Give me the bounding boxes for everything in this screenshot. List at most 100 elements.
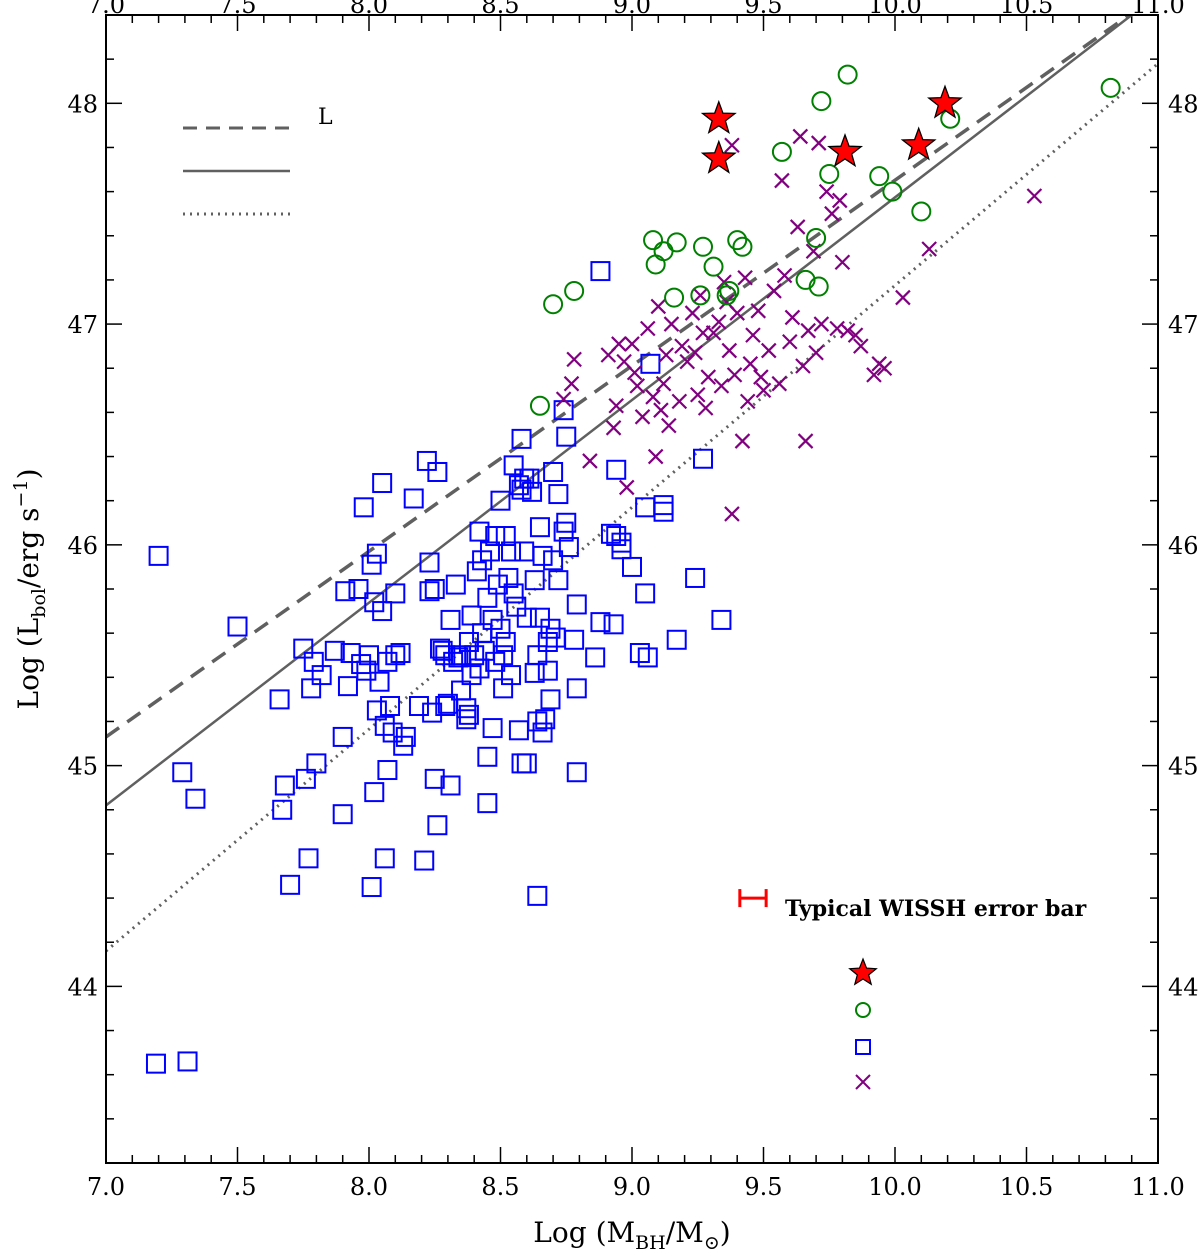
square-marker <box>566 594 587 615</box>
square-marker <box>532 545 553 566</box>
square-marker <box>280 874 301 895</box>
square-marker <box>369 671 390 692</box>
square-marker <box>635 583 656 604</box>
cross-marker <box>771 375 788 392</box>
y-tick-label-right: 46 <box>1168 532 1199 560</box>
y-tick-label-right: 45 <box>1168 753 1199 781</box>
square-marker <box>635 497 656 518</box>
square-marker <box>666 629 687 650</box>
key-square-marker <box>855 1039 871 1055</box>
cross-marker <box>808 344 824 361</box>
square-marker <box>172 762 193 783</box>
square-marker <box>385 645 406 666</box>
square-marker <box>293 638 314 659</box>
cross-marker <box>792 128 809 145</box>
circle-marker <box>653 241 674 262</box>
square-marker <box>443 651 464 672</box>
reference-lines <box>106 15 1158 953</box>
square-marker <box>274 775 295 796</box>
square-marker <box>535 709 556 730</box>
square-marker <box>653 495 674 516</box>
y-tick-label-left: 45 <box>67 753 98 781</box>
key-circle-marker <box>855 1002 871 1018</box>
circle-marker <box>666 232 687 253</box>
x-tick-label-top: 7.5 <box>218 0 256 19</box>
circle-marker <box>693 236 714 257</box>
square-marker <box>414 850 435 871</box>
square-marker <box>516 607 537 628</box>
square-marker <box>519 468 540 489</box>
cross-marker <box>921 241 937 257</box>
square-marker <box>440 775 461 796</box>
square-marker <box>227 616 248 637</box>
square-marker <box>603 614 624 635</box>
reference-line-dotted <box>106 62 1158 953</box>
square-marker <box>548 570 569 591</box>
square-marker <box>185 788 206 809</box>
cross-marker <box>745 327 761 343</box>
plot-frame <box>105 14 1159 1164</box>
square-marker <box>424 768 445 789</box>
circle-marker <box>795 269 816 290</box>
cross-marker <box>839 322 856 339</box>
cross-marker <box>774 172 790 189</box>
error-bar-annotation: Typical WISSH error bar <box>738 889 1087 922</box>
circle-marker <box>732 236 753 257</box>
cross-marker <box>766 283 782 299</box>
square-marker <box>501 665 522 686</box>
cross-marker <box>784 309 801 326</box>
circle-marker <box>690 285 711 306</box>
star-marker <box>700 99 737 135</box>
square-marker <box>532 722 553 743</box>
square-marker <box>466 561 487 582</box>
square-marker <box>353 497 374 518</box>
cross-marker <box>629 378 646 394</box>
square-marker <box>456 709 477 730</box>
square-marker <box>556 512 577 533</box>
square-marker <box>527 711 548 732</box>
square-marker <box>372 601 393 622</box>
star-marker <box>927 84 963 119</box>
circle-marker <box>719 280 740 301</box>
square-marker <box>380 696 401 717</box>
square-marker <box>469 521 490 542</box>
square-marker <box>269 689 290 710</box>
square-marker <box>361 877 382 898</box>
square-marker <box>556 426 577 447</box>
cross-marker <box>866 367 882 383</box>
cross-marker <box>663 316 680 332</box>
cross-marker <box>729 305 745 321</box>
square-marker <box>424 579 445 599</box>
square-marker <box>711 609 732 630</box>
square-marker <box>653 501 674 522</box>
square-marker <box>514 541 535 562</box>
cross-marker <box>737 269 753 286</box>
y-axis-title: Log (Lbol/erg s−1) <box>10 468 50 709</box>
square-marker <box>640 353 661 374</box>
square-marker <box>145 1053 166 1074</box>
square-marker <box>461 665 482 686</box>
circle-marker <box>811 91 832 112</box>
square-marker <box>622 556 642 577</box>
square-marker <box>564 629 585 650</box>
cross-marker <box>674 338 690 354</box>
cross-marker <box>739 393 756 410</box>
square-marker <box>540 689 561 710</box>
square-marker <box>482 718 503 739</box>
star-marker <box>700 139 737 174</box>
cross-marker <box>724 137 740 154</box>
square-marker <box>511 479 532 500</box>
y-tick-label-left: 47 <box>67 311 98 339</box>
star-marker <box>900 126 937 161</box>
star-marker <box>827 132 864 168</box>
square-marker <box>382 722 403 743</box>
marker-key <box>848 957 878 1090</box>
cross-marker <box>697 400 714 416</box>
cross-marker <box>555 391 572 407</box>
square-marker <box>427 815 448 836</box>
square-marker <box>537 660 558 681</box>
square-marker <box>295 768 316 789</box>
cross-marker <box>724 506 740 522</box>
square-marker <box>493 678 514 699</box>
cross-marker <box>689 386 706 403</box>
